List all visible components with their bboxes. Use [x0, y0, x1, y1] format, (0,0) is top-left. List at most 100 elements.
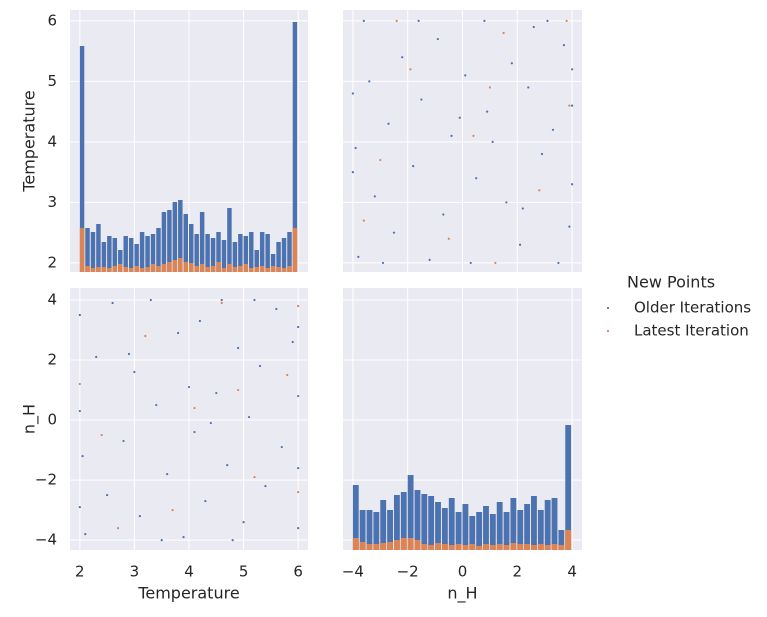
scatter-point: [171, 508, 174, 512]
histogram-bar: [128, 268, 134, 272]
scatter-point: [297, 526, 300, 530]
scatter-point: [486, 110, 489, 113]
y-axis-label: Temperature: [20, 90, 39, 192]
y-tick-label: 0: [47, 411, 57, 429]
histogram-bar: [243, 236, 249, 272]
scatter-point: [78, 382, 81, 386]
scatter-point: [354, 146, 357, 150]
scatter-point: [518, 243, 522, 246]
histogram-bar: [373, 512, 380, 550]
histogram-bar: [393, 495, 400, 550]
histogram-bar: [123, 236, 128, 272]
scatter-point: [571, 104, 574, 107]
histogram-bar: [128, 238, 134, 272]
scatter-point: [242, 520, 245, 524]
histogram-bar: [85, 228, 90, 272]
histogram-bar: [96, 267, 101, 272]
histogram-bar: [189, 224, 194, 272]
histogram-bar: [281, 238, 287, 272]
histogram-bar: [139, 268, 145, 272]
scatter-point: [100, 433, 103, 437]
scatter-point: [494, 261, 497, 265]
scatter-point: [193, 430, 196, 434]
histogram-bar: [393, 540, 400, 550]
scatter-point: [571, 183, 574, 186]
histogram-bar: [469, 544, 476, 550]
histogram-bar: [194, 266, 199, 272]
histogram-bar: [441, 508, 448, 550]
scatter-point: [502, 31, 505, 35]
y-tick-label: 2: [47, 253, 57, 271]
histogram-bar: [101, 267, 107, 272]
scatter-point: [568, 225, 571, 228]
histogram-bar: [448, 545, 455, 550]
scatter-point: [428, 258, 431, 261]
scatter-point: [297, 394, 300, 398]
scatter-point: [488, 86, 492, 89]
x-tick-label: 2: [75, 563, 85, 581]
histogram-bar: [227, 264, 232, 272]
histogram-bar: [373, 544, 380, 550]
histogram-bar: [281, 268, 287, 272]
scatter-point: [351, 171, 354, 174]
scatter-point: [551, 128, 555, 131]
scatter-point: [264, 484, 267, 488]
histogram-bar: [380, 543, 387, 550]
histogram-bar: [462, 504, 469, 550]
scatter-point: [291, 340, 294, 344]
histogram-bar: [249, 232, 254, 272]
scatter-point: [297, 466, 300, 470]
histogram-bar: [107, 268, 112, 272]
y-tick-label: 3: [47, 193, 57, 211]
histogram-bar: [414, 490, 421, 550]
scatter-point: [362, 19, 365, 22]
histogram-bar: [265, 234, 270, 272]
x-tick-label: 3: [130, 563, 140, 581]
histogram-bar: [232, 242, 238, 272]
histogram-bar: [476, 512, 483, 550]
y-tick-label: 4: [47, 291, 57, 309]
histogram-bar: [287, 266, 292, 272]
scatter-point: [420, 98, 423, 101]
x-tick-label: 4: [184, 563, 194, 581]
histogram-bar: [387, 542, 393, 550]
histogram-bar: [183, 262, 188, 272]
scatter-point: [187, 385, 191, 389]
histogram-bar: [254, 250, 259, 272]
histogram-bar: [238, 234, 243, 272]
y-tick-label: 6: [47, 11, 57, 29]
scatter-point: [565, 19, 568, 22]
histogram-bar: [90, 232, 96, 272]
scatter-point: [297, 304, 300, 308]
histogram-bar: [172, 202, 178, 272]
scatter-point: [106, 493, 109, 497]
histogram-bar: [544, 545, 551, 550]
scatter-point: [436, 37, 439, 41]
scatter-point: [155, 403, 158, 407]
histogram-bar: [210, 266, 216, 272]
scatter-point: [193, 406, 196, 410]
scatter-point: [538, 189, 541, 192]
histogram-bar: [79, 228, 85, 272]
scatter-point: [362, 219, 365, 222]
histogram-bar: [265, 268, 270, 272]
scatter-point: [379, 158, 382, 162]
histogram-bar: [249, 268, 254, 272]
scatter-point: [116, 526, 120, 530]
scatter-point: [95, 355, 98, 359]
histogram-bar: [145, 267, 150, 272]
histogram-bar: [118, 264, 123, 272]
histogram-bar: [441, 544, 448, 550]
scatter-point: [122, 439, 125, 443]
scatter-point: [505, 201, 508, 204]
histogram-bar: [107, 236, 112, 272]
histogram-bar: [167, 210, 172, 272]
histogram-bar: [221, 268, 227, 272]
scatter-point: [149, 298, 152, 302]
histogram-bar: [455, 512, 462, 550]
histogram-bar: [476, 546, 483, 550]
histogram-bar: [85, 266, 90, 272]
histogram-bar: [517, 544, 524, 550]
histogram-bar: [199, 264, 205, 272]
histogram-bar: [359, 542, 366, 550]
